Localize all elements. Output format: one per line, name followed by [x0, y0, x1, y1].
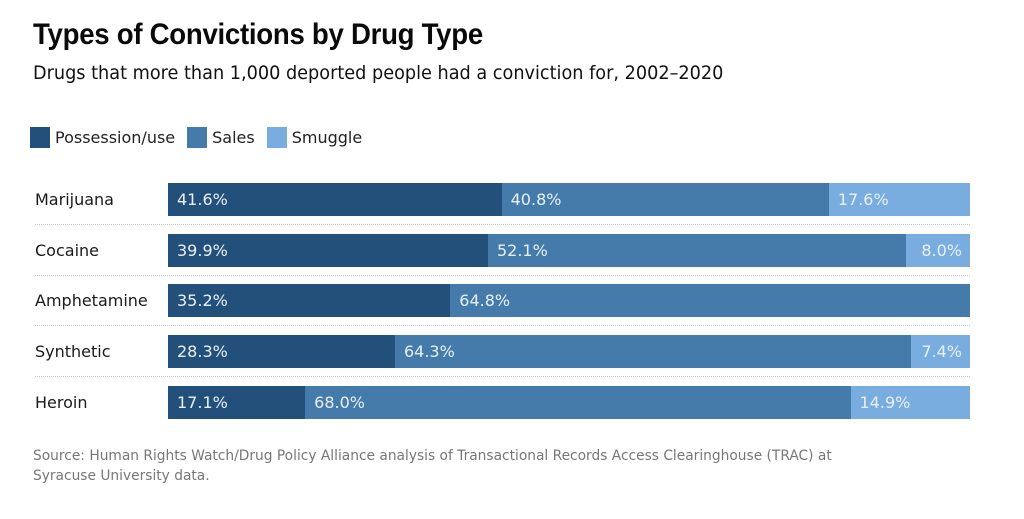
- bar-segment-heroin-smuggle: 14.9%: [850, 386, 970, 419]
- legend-label-sales: Sales: [212, 128, 255, 147]
- data-label: 17.6%: [837, 190, 889, 209]
- category-label-cocaine: Cocaine: [35, 241, 99, 260]
- data-label: 64.3%: [403, 342, 455, 361]
- data-label: 7.4%: [921, 342, 962, 361]
- bar-segment-heroin-sales: 68.0%: [305, 386, 851, 419]
- bar-segment-amphetamine-sales: 64.8%: [450, 284, 970, 317]
- category-label-synthetic: Synthetic: [35, 342, 111, 361]
- bar-segment-marijuana-possession-use: 41.6%: [168, 183, 502, 216]
- source-note: Source: Human Rights Watch/Drug Policy A…: [33, 448, 832, 484]
- data-label: 14.9%: [859, 393, 911, 412]
- bar-row-synthetic: 28.3% 64.3% 7.4%: [168, 335, 970, 368]
- data-label: 41.6%: [177, 190, 228, 209]
- bar-row-marijuana: 41.6% 40.8% 17.6%: [168, 183, 970, 216]
- bar-segment-amphetamine-possession-use: 35.2%: [168, 284, 451, 317]
- legend-swatch-possession: [30, 127, 50, 148]
- data-label: 52.1%: [496, 241, 548, 260]
- legend-label-possession: Possession/use: [55, 128, 176, 147]
- bar-segment-synthetic-smuggle: 7.4%: [910, 335, 970, 368]
- data-label: 17.1%: [177, 393, 228, 412]
- data-label: 39.9%: [177, 241, 228, 260]
- category-label-amphetamine: Amphetamine: [35, 291, 148, 310]
- chart-title: Types of Convictions by Drug Type: [33, 18, 483, 51]
- legend-item-sales: Sales: [187, 127, 255, 148]
- row-separator: [35, 275, 970, 276]
- bar-segment-marijuana-sales: 40.8%: [501, 183, 829, 216]
- data-label: 40.8%: [510, 190, 562, 209]
- row-separator: [35, 376, 970, 377]
- bar-row-amphetamine: 35.2% 64.8%: [168, 284, 970, 317]
- bar-segment-heroin-possession-use: 17.1%: [168, 386, 306, 419]
- bar-row-heroin: 17.1% 68.0% 14.9%: [168, 386, 970, 419]
- data-label: 64.8%: [459, 291, 511, 310]
- data-label: 8.0%: [921, 241, 962, 260]
- bar-segment-cocaine-smuggle: 8.0%: [905, 234, 970, 267]
- row-separator: [35, 224, 970, 225]
- data-label: 28.3%: [177, 342, 228, 361]
- category-label-heroin: Heroin: [35, 393, 88, 412]
- legend: Possession/use Sales Smuggle: [30, 127, 374, 148]
- category-label-marijuana: Marijuana: [35, 190, 114, 209]
- legend-label-smuggle: Smuggle: [291, 128, 363, 147]
- legend-item-smuggle: Smuggle: [266, 127, 363, 148]
- chart-subtitle: Drugs that more than 1,000 deported peop…: [33, 62, 724, 84]
- legend-item-possession: Possession/use: [30, 127, 175, 148]
- data-label: 35.2%: [177, 291, 228, 310]
- data-label: 68.0%: [314, 393, 365, 412]
- bar-segment-marijuana-smuggle: 17.6%: [828, 183, 970, 216]
- bar-segment-cocaine-sales: 52.1%: [487, 234, 906, 267]
- bar-row-cocaine: 39.9% 52.1% 8.0%: [168, 234, 970, 267]
- legend-swatch-smuggle: [266, 127, 287, 148]
- row-separator: [35, 325, 970, 326]
- bar-segment-synthetic-possession-use: 28.3%: [168, 335, 395, 368]
- legend-swatch-sales: [187, 127, 208, 148]
- bar-segment-synthetic-sales: 64.3%: [394, 335, 911, 368]
- bar-segment-cocaine-possession-use: 39.9%: [168, 234, 488, 267]
